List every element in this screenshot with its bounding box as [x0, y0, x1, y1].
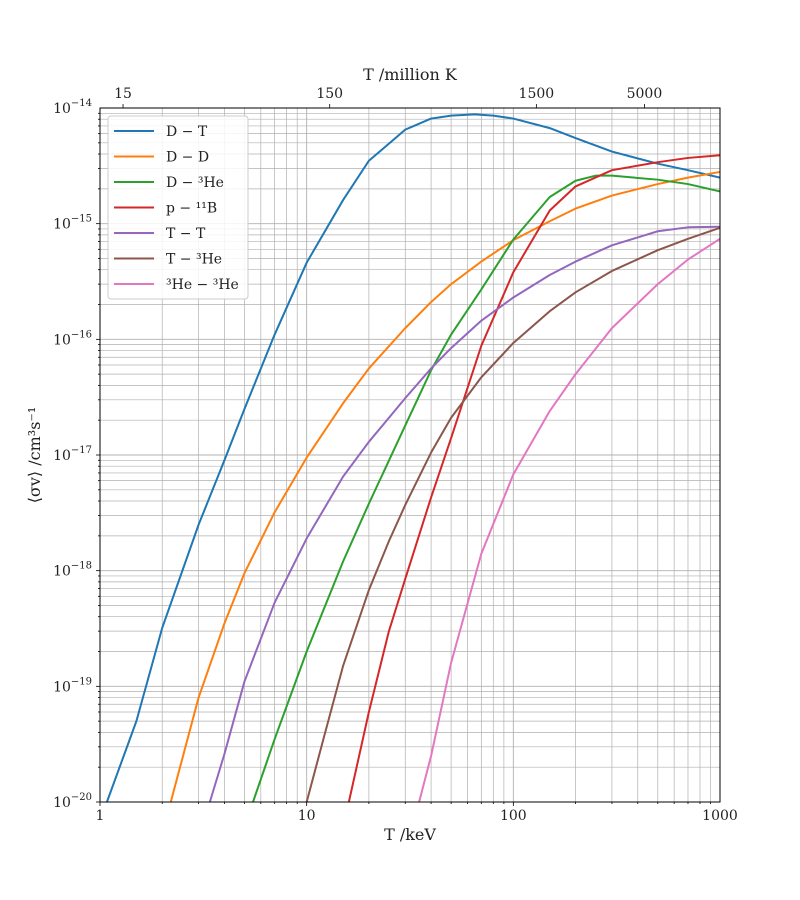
series-lines — [105, 113, 721, 803]
y-tick-label: 10−15 — [53, 214, 92, 233]
top-tick-label: 5000 — [627, 86, 663, 102]
y-tick-label: 10−18 — [53, 561, 92, 580]
legend-label: D − D — [166, 150, 209, 166]
y-tick-label: 10−16 — [53, 329, 92, 348]
series-line — [208, 225, 721, 803]
y-tick-label: 10−14 — [53, 98, 92, 117]
x-tick-label: 100 — [500, 808, 527, 824]
series-line — [347, 154, 721, 803]
axis-labels: 1 10 100 1000 10−20 10−19 10−18 10−17 10−16 10−15… — [25, 65, 738, 844]
x-axis-label: T /keV — [384, 825, 436, 844]
series-line — [305, 226, 721, 803]
legend-box — [107, 115, 249, 300]
top-tick-label: 150 — [316, 86, 343, 102]
legend-label: T − ³He — [166, 252, 222, 268]
y-tick-label: 10−20 — [53, 792, 92, 811]
legend-label: D − T — [166, 124, 208, 140]
y-axis-label: ⟨σv⟩ /cm³s⁻¹ — [25, 407, 44, 504]
y-tick-label: 10−17 — [53, 445, 92, 464]
series-line — [252, 174, 721, 803]
grid — [99, 108, 720, 803]
series-line — [169, 170, 721, 803]
axis-ticks — [96, 104, 711, 806]
top-axis-label: T /million K — [363, 65, 458, 84]
legend: D − T D − D D − ³He p − ¹¹B T − T T − ³He ³He … — [107, 115, 249, 300]
x-tick-label: 10 — [298, 808, 316, 824]
top-tick-label: 1500 — [519, 86, 555, 102]
series-line — [105, 113, 721, 803]
y-tick-label: 10−19 — [53, 676, 92, 695]
legend-label: p − ¹¹B — [166, 201, 217, 217]
x-tick-label: 1 — [96, 808, 105, 824]
legend-label: D − ³He — [166, 175, 224, 191]
top-tick-label: 15 — [114, 86, 132, 102]
series-line — [418, 237, 721, 803]
legend-label: ³He − ³He — [166, 277, 239, 293]
legend-label: T − T — [166, 226, 206, 242]
x-tick-label: 1000 — [702, 808, 738, 824]
